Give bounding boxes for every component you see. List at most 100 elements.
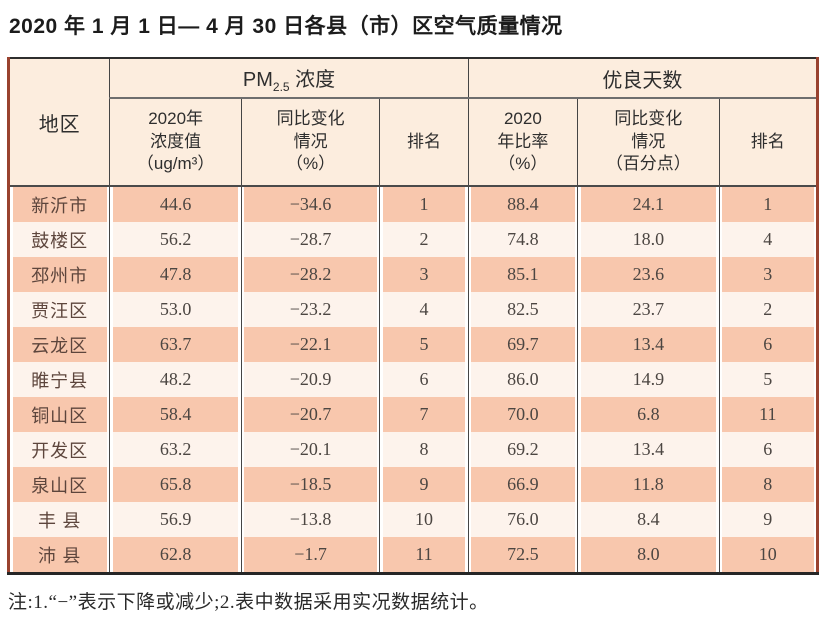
- good-rate-cell: 88.4: [467, 186, 578, 222]
- pm-value-cell: 47.8: [109, 257, 242, 292]
- good-change-cell: 13.4: [577, 432, 720, 467]
- pm-value-cell: 63.2: [109, 432, 242, 467]
- pm-value-cell: 63.7: [109, 327, 242, 362]
- pm-change-cell: −23.2: [240, 292, 380, 327]
- good-rank-cell: 10: [718, 537, 818, 574]
- pm-rank-cell: 5: [379, 327, 469, 362]
- pm-rank-cell: 7: [379, 397, 469, 432]
- header-sub-row: 2020年 浓度值 （ug/m³） 同比变化 情况 （%） 排名 2020 年比…: [9, 98, 818, 187]
- region-cell: 鼓楼区: [9, 222, 110, 257]
- good-rate-cell: 72.5: [467, 537, 578, 574]
- header-pm-group: PM2.5 浓度: [109, 58, 469, 99]
- table-row: 沛 县 62.8 −1.7 11 72.5 8.0 10: [9, 537, 818, 574]
- good-rank-cell: 2: [718, 292, 818, 327]
- header-good-change: 同比变化 情况 （百分点）: [577, 98, 720, 187]
- region-cell: 开发区: [9, 432, 110, 467]
- region-cell: 新沂市: [9, 186, 110, 222]
- good-rate-cell: 74.8: [467, 222, 578, 257]
- footnote: 注:1.“−”表示下降或减少;2.表中数据采用实况数据统计。: [8, 592, 489, 613]
- region-cell: 铜山区: [9, 397, 110, 432]
- good-rank-cell: 3: [718, 257, 818, 292]
- table-row: 鼓楼区 56.2 −28.7 2 74.8 18.0 4: [9, 222, 818, 257]
- good-rate-cell: 69.7: [467, 327, 578, 362]
- good-rate-cell: 85.1: [467, 257, 578, 292]
- pm-change-cell: −1.7: [240, 537, 380, 574]
- pm-rank-cell: 10: [379, 502, 469, 537]
- good-change-cell: 13.4: [577, 327, 720, 362]
- pm-rank-cell: 1: [379, 186, 469, 222]
- pm-value-cell: 44.6: [109, 186, 242, 222]
- region-cell: 云龙区: [9, 327, 110, 362]
- header-good-rate: 2020 年比率 （%）: [467, 98, 578, 187]
- pm-value-cell: 56.2: [109, 222, 242, 257]
- good-rank-cell: 8: [718, 467, 818, 502]
- table-row: 邳州市 47.8 −28.2 3 85.1 23.6 3: [9, 257, 818, 292]
- good-rank-cell: 1: [718, 186, 818, 222]
- pm-label-subscript: 2.5: [272, 79, 290, 94]
- region-cell: 丰 县: [9, 502, 110, 537]
- region-cell: 睢宁县: [9, 362, 110, 397]
- pm-change-cell: −18.5: [240, 467, 380, 502]
- pm-rank-cell: 8: [379, 432, 469, 467]
- pm-change-cell: −20.9: [240, 362, 380, 397]
- region-cell: 沛 县: [9, 537, 110, 574]
- table-row: 开发区 63.2 −20.1 8 69.2 13.4 6: [9, 432, 818, 467]
- table-row: 丰 县 56.9 −13.8 10 76.0 8.4 9: [9, 502, 818, 537]
- good-rank-cell: 11: [718, 397, 818, 432]
- pm-label-prefix: PM: [242, 68, 273, 91]
- table-row: 贾汪区 53.0 −23.2 4 82.5 23.7 2: [9, 292, 818, 327]
- good-rank-cell: 5: [718, 362, 818, 397]
- pm-rank-cell: 9: [379, 467, 469, 502]
- good-change-cell: 11.8: [577, 467, 720, 502]
- pm-value-cell: 48.2: [109, 362, 242, 397]
- region-cell: 贾汪区: [9, 292, 110, 327]
- pm-change-cell: −20.7: [240, 397, 380, 432]
- pm-change-cell: −28.2: [240, 257, 380, 292]
- good-change-cell: 14.9: [577, 362, 720, 397]
- good-rank-cell: 9: [718, 502, 818, 537]
- pm-change-cell: −28.7: [240, 222, 380, 257]
- good-rank-cell: 6: [718, 327, 818, 362]
- good-rank-cell: 4: [718, 222, 818, 257]
- pm-value-cell: 53.0: [109, 292, 242, 327]
- pm-rank-cell: 11: [379, 537, 469, 574]
- good-rate-cell: 76.0: [467, 502, 578, 537]
- pm-change-cell: −20.1: [240, 432, 380, 467]
- region-cell: 邳州市: [9, 257, 110, 292]
- pm-rank-cell: 6: [379, 362, 469, 397]
- good-change-cell: 18.0: [577, 222, 720, 257]
- pm-value-cell: 56.9: [109, 502, 242, 537]
- air-quality-table: 地区 PM2.5 浓度 优良天数 2020年 浓度值 （ug/m³） 同比变化 …: [7, 57, 819, 575]
- table-row: 睢宁县 48.2 −20.9 6 86.0 14.9 5: [9, 362, 818, 397]
- table-row: 云龙区 63.7 −22.1 5 69.7 13.4 6: [9, 327, 818, 362]
- pm-label-suffix: 浓度: [289, 68, 336, 91]
- good-rate-cell: 66.9: [467, 467, 578, 502]
- good-change-cell: 23.6: [577, 257, 720, 292]
- pm-value-cell: 62.8: [109, 537, 242, 574]
- good-rate-cell: 70.0: [467, 397, 578, 432]
- pm-change-cell: −34.6: [240, 186, 380, 222]
- good-rate-cell: 86.0: [467, 362, 578, 397]
- good-rate-cell: 69.2: [467, 432, 578, 467]
- good-change-cell: 6.8: [577, 397, 720, 432]
- pm-rank-cell: 4: [379, 292, 469, 327]
- pm-value-cell: 58.4: [109, 397, 242, 432]
- good-change-cell: 24.1: [577, 186, 720, 222]
- good-change-cell: 8.0: [577, 537, 720, 574]
- pm-change-cell: −13.8: [240, 502, 380, 537]
- pm-value-cell: 65.8: [109, 467, 242, 502]
- header-group-row: 地区 PM2.5 浓度 优良天数: [8, 58, 818, 187]
- good-change-cell: 23.7: [577, 292, 720, 327]
- header-good-rank: 排名: [718, 98, 818, 187]
- good-rank-cell: 6: [718, 432, 818, 467]
- pm-change-cell: −22.1: [240, 327, 380, 362]
- good-rate-cell: 82.5: [467, 292, 578, 327]
- pm-rank-cell: 2: [379, 222, 469, 257]
- header-region: 地区: [8, 58, 110, 187]
- header-pm-change: 同比变化 情况 （%）: [240, 98, 380, 187]
- page-title: 2020 年 1 月 1 日— 4 月 30 日各县（市）区空气质量情况: [9, 15, 563, 38]
- table-row: 新沂市 44.6 −34.6 1 88.4 24.1 1: [9, 186, 818, 222]
- good-change-cell: 8.4: [577, 502, 720, 537]
- header-pm-rank: 排名: [379, 98, 469, 187]
